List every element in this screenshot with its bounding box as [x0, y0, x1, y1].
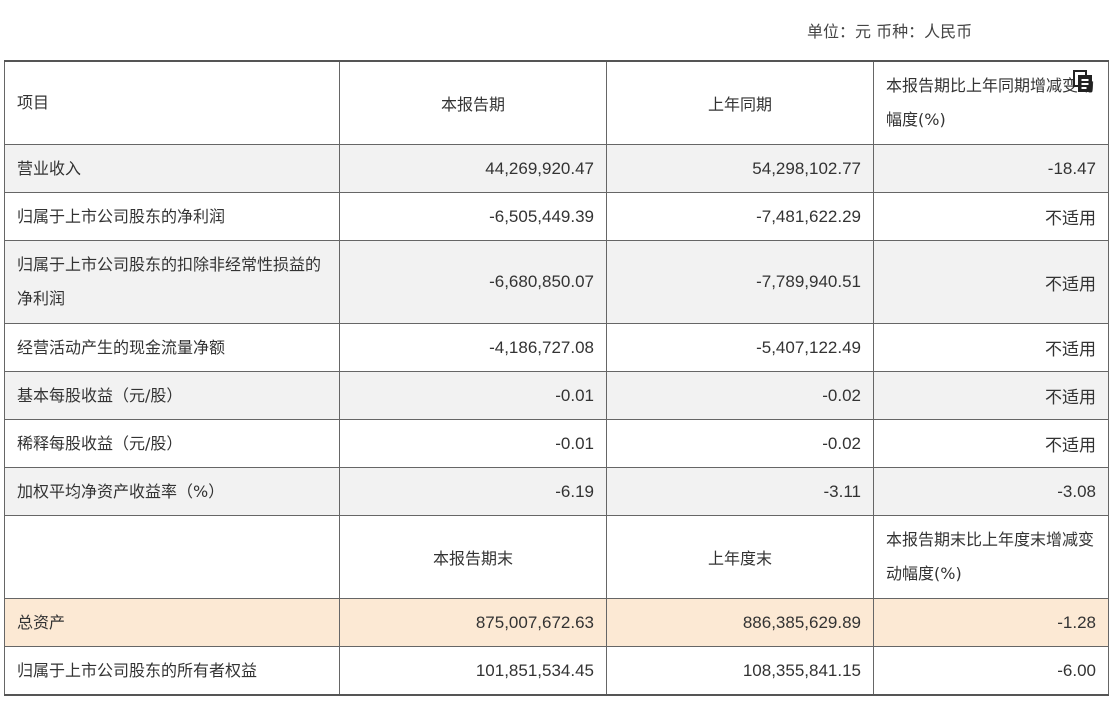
table-row: 归属于上市公司股东的扣除非经常性损益的净利润 -6,680,850.07 -7,… [4, 240, 1109, 324]
subheader-item [4, 515, 340, 599]
row-current-value: -4,186,727.08 [339, 323, 607, 372]
row-current-value: -0.01 [339, 371, 607, 420]
row-prior-value: -5,407,122.49 [606, 323, 874, 372]
row-label: 归属于上市公司股东的所有者权益 [4, 646, 340, 696]
row-label: 总资产 [4, 598, 340, 647]
row-change-value: 不适用 [873, 323, 1109, 372]
row-change-value: 不适用 [873, 419, 1109, 468]
row-prior-value: -0.02 [606, 419, 874, 468]
financial-data-table: 项目 本报告期 上年同期 本报告期比上年同期增减变动幅度(%) 营业收入 44,… [4, 60, 1109, 696]
row-current-value: 101,851,534.45 [339, 646, 607, 696]
row-label: 营业收入 [4, 144, 340, 193]
subheader-change: 本报告期末比上年度末增减变动幅度(%) [873, 515, 1109, 599]
row-current-value: 44,269,920.47 [339, 144, 607, 193]
header-item: 项目 [4, 60, 340, 145]
row-change-value: 不适用 [873, 371, 1109, 420]
row-current-value: -0.01 [339, 419, 607, 468]
table-row: 营业收入 44,269,920.47 54,298,102.77 -18.47 [4, 144, 1109, 193]
row-change-value: -18.47 [873, 144, 1109, 193]
row-label: 加权平均净资产收益率（%） [4, 467, 340, 516]
row-prior-value: -7,481,622.29 [606, 192, 874, 241]
table-row: 基本每股收益（元/股） -0.01 -0.02 不适用 [4, 371, 1109, 420]
row-current-value: -6.19 [339, 467, 607, 516]
table-row-highlighted: 总资产 875,007,672.63 886,385,629.89 -1.28 [4, 598, 1109, 647]
table-row: 加权平均净资产收益率（%） -6.19 -3.11 -3.08 [4, 467, 1109, 516]
table-header-row: 项目 本报告期 上年同期 本报告期比上年同期增减变动幅度(%) [4, 60, 1109, 145]
row-change-value: -1.28 [873, 598, 1109, 647]
unit-currency-note: 单位：元 币种：人民币 [807, 22, 973, 41]
copy-icon[interactable] [1072, 70, 1094, 94]
subheader-prior-year-end: 上年度末 [606, 515, 874, 599]
table-row: 经营活动产生的现金流量净额 -4,186,727.08 -5,407,122.4… [4, 323, 1109, 372]
row-prior-value: -0.02 [606, 371, 874, 420]
row-label: 归属于上市公司股东的净利润 [4, 192, 340, 241]
table-subheader-row: 本报告期末 上年度末 本报告期末比上年度末增减变动幅度(%) [4, 515, 1109, 599]
row-prior-value: -7,789,940.51 [606, 240, 874, 324]
row-change-value: 不适用 [873, 240, 1109, 324]
table-row: 归属于上市公司股东的净利润 -6,505,449.39 -7,481,622.2… [4, 192, 1109, 241]
row-change-value: -6.00 [873, 646, 1109, 696]
table-row: 稀释每股收益（元/股） -0.01 -0.02 不适用 [4, 419, 1109, 468]
row-label: 稀释每股收益（元/股） [4, 419, 340, 468]
row-current-value: -6,680,850.07 [339, 240, 607, 324]
row-current-value: 875,007,672.63 [339, 598, 607, 647]
row-label: 基本每股收益（元/股） [4, 371, 340, 420]
row-change-value: -3.08 [873, 467, 1109, 516]
row-label: 归属于上市公司股东的扣除非经常性损益的净利润 [4, 240, 340, 324]
header-current-period: 本报告期 [339, 60, 607, 145]
row-prior-value: 54,298,102.77 [606, 144, 874, 193]
subheader-period-end: 本报告期末 [339, 515, 607, 599]
row-current-value: -6,505,449.39 [339, 192, 607, 241]
row-change-value: 不适用 [873, 192, 1109, 241]
table-row: 归属于上市公司股东的所有者权益 101,851,534.45 108,355,8… [4, 646, 1109, 696]
row-prior-value: 886,385,629.89 [606, 598, 874, 647]
header-prior-period: 上年同期 [606, 60, 874, 145]
header-change: 本报告期比上年同期增减变动幅度(%) [873, 60, 1109, 145]
row-prior-value: 108,355,841.15 [606, 646, 874, 696]
row-label: 经营活动产生的现金流量净额 [4, 323, 340, 372]
row-prior-value: -3.11 [606, 467, 874, 516]
